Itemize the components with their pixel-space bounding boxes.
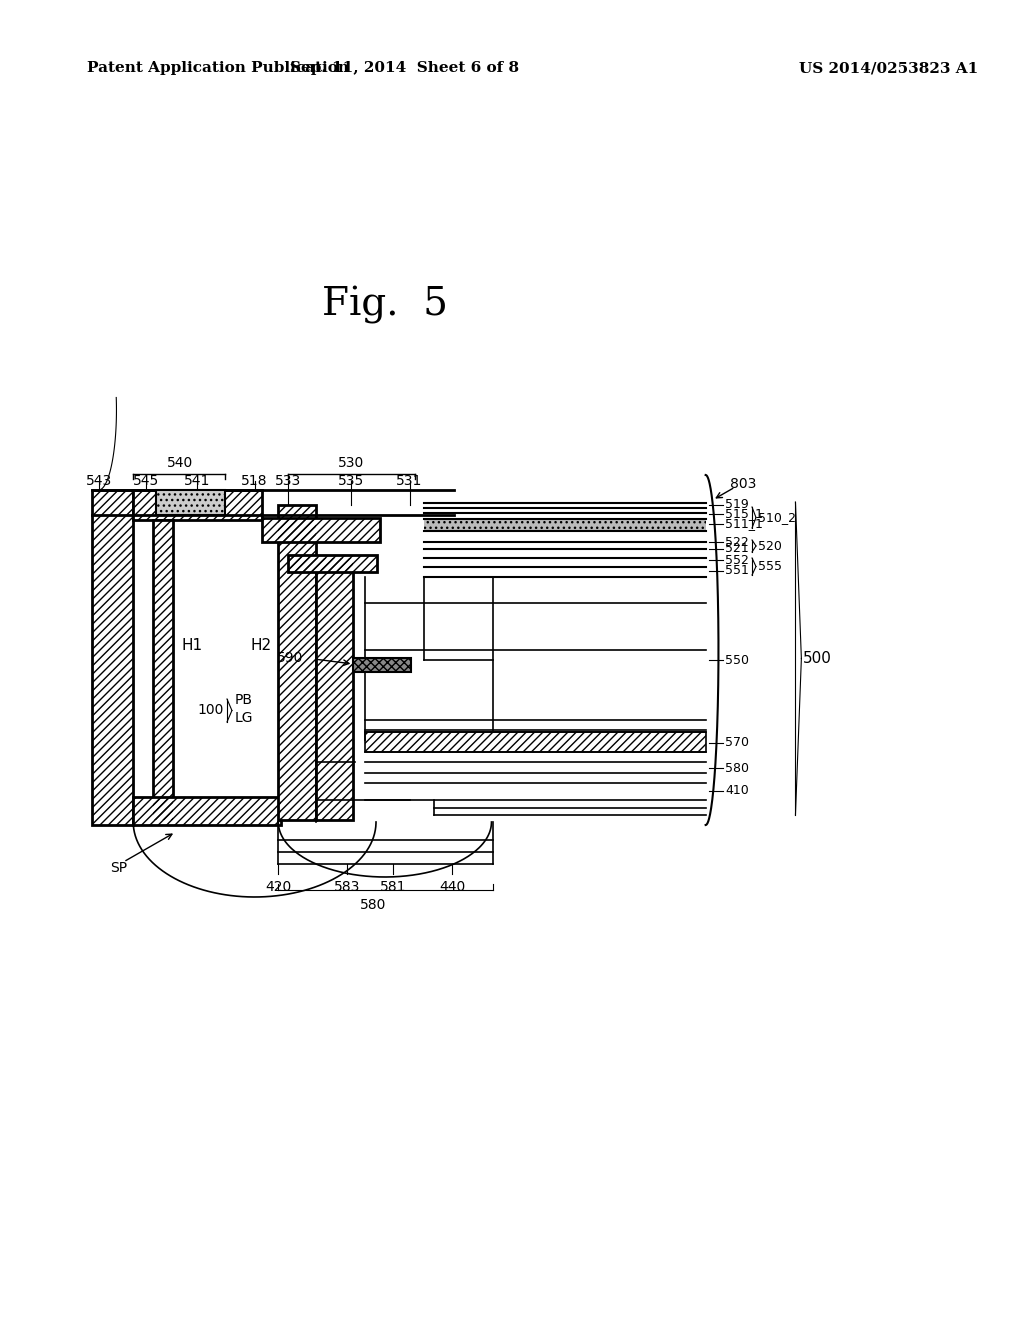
- Text: 521: 521: [725, 543, 750, 556]
- Text: 590: 590: [276, 651, 303, 665]
- Text: 540: 540: [167, 455, 193, 470]
- Bar: [156, 490, 225, 515]
- Text: 550: 550: [725, 653, 750, 667]
- Text: 519: 519: [725, 499, 750, 511]
- Text: 100: 100: [198, 704, 224, 718]
- Text: LG: LG: [234, 711, 253, 725]
- Text: 552: 552: [725, 553, 750, 566]
- Text: 440: 440: [439, 880, 465, 894]
- Bar: [133, 490, 261, 520]
- Text: 420: 420: [265, 880, 292, 894]
- Bar: [288, 554, 377, 572]
- Bar: [92, 490, 133, 825]
- Bar: [156, 490, 225, 515]
- Bar: [92, 490, 133, 825]
- Text: 510_2: 510_2: [758, 511, 796, 524]
- Text: H1: H1: [182, 638, 203, 652]
- Text: Patent Application Publication: Patent Application Publication: [87, 61, 349, 75]
- Bar: [366, 733, 706, 752]
- Text: 500: 500: [804, 651, 833, 667]
- Text: 555: 555: [758, 560, 782, 573]
- Text: 410: 410: [725, 784, 750, 797]
- Bar: [315, 558, 353, 820]
- Bar: [288, 554, 377, 572]
- Text: 581: 581: [380, 880, 407, 894]
- Bar: [279, 506, 315, 820]
- Bar: [366, 733, 706, 752]
- Text: 531: 531: [396, 474, 423, 488]
- Text: Fig.  5: Fig. 5: [322, 286, 447, 323]
- Text: 545: 545: [133, 474, 159, 488]
- Bar: [133, 797, 282, 825]
- Bar: [353, 657, 411, 672]
- Text: SP: SP: [111, 861, 128, 875]
- Bar: [261, 517, 380, 543]
- Text: 522: 522: [725, 536, 750, 549]
- Text: 583: 583: [334, 880, 360, 894]
- Text: 518: 518: [242, 474, 268, 488]
- Text: 515_1: 515_1: [725, 507, 763, 520]
- Text: 520: 520: [758, 540, 782, 553]
- Text: 541: 541: [184, 474, 211, 488]
- Bar: [353, 657, 411, 672]
- Text: 511_1: 511_1: [725, 517, 763, 531]
- Bar: [153, 520, 173, 820]
- Text: PB: PB: [234, 693, 253, 708]
- Text: 580: 580: [725, 762, 750, 775]
- Text: US 2014/0253823 A1: US 2014/0253823 A1: [800, 61, 979, 75]
- Text: 543: 543: [86, 474, 112, 488]
- Bar: [315, 558, 353, 820]
- Bar: [133, 797, 282, 825]
- Text: 803: 803: [730, 477, 757, 491]
- Text: 535: 535: [338, 474, 365, 488]
- Text: 551: 551: [725, 565, 750, 578]
- Text: 570: 570: [725, 737, 750, 750]
- Bar: [153, 520, 173, 820]
- Text: 533: 533: [275, 474, 301, 488]
- Text: 580: 580: [359, 898, 386, 912]
- Text: 530: 530: [338, 455, 365, 470]
- Bar: [133, 490, 261, 520]
- Bar: [156, 490, 225, 515]
- Bar: [424, 519, 706, 531]
- Bar: [424, 519, 706, 531]
- Text: Sep. 11, 2014  Sheet 6 of 8: Sep. 11, 2014 Sheet 6 of 8: [290, 61, 519, 75]
- Bar: [261, 517, 380, 543]
- Bar: [279, 506, 315, 820]
- Text: H2: H2: [251, 638, 272, 652]
